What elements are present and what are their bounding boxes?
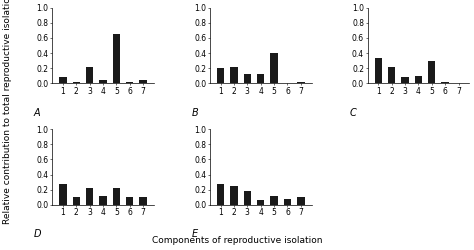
Bar — [441, 82, 449, 84]
Bar — [217, 184, 224, 205]
Bar — [428, 61, 436, 84]
Bar — [100, 196, 107, 205]
Bar — [113, 34, 120, 84]
Text: C: C — [349, 108, 356, 118]
Bar — [59, 184, 66, 205]
Bar — [86, 67, 93, 84]
Bar — [126, 198, 134, 205]
Bar — [244, 74, 251, 84]
Bar — [100, 80, 107, 84]
Bar — [284, 199, 291, 205]
Bar — [270, 196, 278, 205]
Bar — [73, 198, 80, 205]
Bar — [86, 188, 93, 205]
Text: Components of reproductive isolation: Components of reproductive isolation — [152, 236, 322, 245]
Bar — [401, 78, 409, 84]
Bar — [217, 68, 224, 84]
Text: A: A — [34, 108, 40, 118]
Bar — [73, 82, 80, 84]
Bar — [270, 53, 278, 84]
Bar — [139, 198, 147, 205]
Bar — [388, 67, 395, 84]
Bar — [257, 74, 264, 84]
Bar — [244, 190, 251, 205]
Text: Relative contribution to total reproductive isolation: Relative contribution to total reproduct… — [3, 0, 11, 224]
Bar — [113, 188, 120, 205]
Bar — [126, 82, 134, 84]
Bar — [284, 83, 291, 84]
Text: B: B — [191, 108, 198, 118]
Bar — [139, 80, 147, 84]
Bar — [230, 67, 237, 84]
Bar — [455, 83, 462, 84]
Bar — [297, 82, 304, 84]
Bar — [297, 198, 304, 205]
Bar — [257, 200, 264, 205]
Text: D: D — [34, 229, 41, 239]
Bar — [59, 78, 66, 84]
Bar — [415, 76, 422, 84]
Text: E: E — [191, 229, 198, 239]
Bar — [374, 58, 382, 84]
Bar — [230, 186, 237, 205]
